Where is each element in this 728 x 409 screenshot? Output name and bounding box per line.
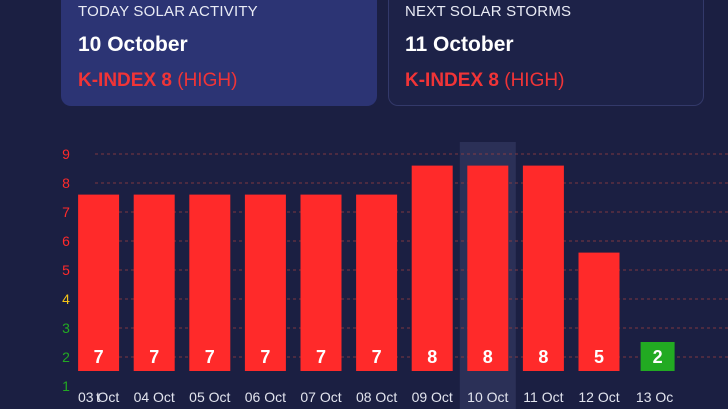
bar <box>467 165 509 371</box>
y-tick-label: 5 <box>62 262 70 278</box>
y-tick-label: 3 <box>62 320 70 336</box>
bar-value-label: 7 <box>260 347 270 367</box>
bar <box>133 194 175 371</box>
bar-value-label: 8 <box>538 347 548 367</box>
x-tick-label: 05 Oct <box>189 389 230 405</box>
bar <box>356 194 398 371</box>
bar <box>244 194 286 371</box>
bar <box>78 194 120 371</box>
x-tick-label: 06 Oct <box>245 389 286 405</box>
x-tick-label: 08 Oct <box>356 389 397 405</box>
today-solar-activity-card: TODAY SOLAR ACTIVITY 10 October K-INDEX … <box>61 0 377 106</box>
x-tick-label: 11 Oct <box>523 389 563 405</box>
bar <box>189 194 231 371</box>
bar-value-label: 8 <box>483 347 493 367</box>
bar-value-label: 5 <box>594 347 604 367</box>
x-tick-label: t <box>96 389 100 405</box>
next-kindex-value: K-INDEX 8 <box>405 70 499 91</box>
bar-value-label: 7 <box>94 347 104 367</box>
x-tick-label: 03 Oct <box>78 389 119 405</box>
bar <box>300 194 342 371</box>
next-card-label: NEXT SOLAR STORMS <box>405 3 572 20</box>
y-tick-label: 9 <box>62 146 70 162</box>
x-tick-label: 10 Oct <box>467 389 508 405</box>
bar-value-label: 2 <box>653 347 663 367</box>
bar <box>411 165 453 371</box>
today-card-date: 10 October <box>78 33 188 56</box>
y-tick-label: 4 <box>62 291 70 307</box>
today-kindex-value: K-INDEX 8 <box>78 70 172 91</box>
next-solar-storms-card: NEXT SOLAR STORMS 11 October K-INDEX 8 (… <box>388 0 704 106</box>
bar-value-label: 7 <box>205 347 215 367</box>
today-card-label: TODAY SOLAR ACTIVITY <box>78 3 258 20</box>
today-kindex-level: (HIGH) <box>177 70 238 91</box>
bar-value-label: 7 <box>149 347 159 367</box>
x-tick-label: 13 Oc <box>636 389 673 405</box>
next-card-date: 11 October <box>405 33 514 56</box>
x-tick-label: 12 Oct <box>578 389 619 405</box>
y-tick-label: 6 <box>62 233 70 249</box>
x-tick-label: 09 Oct <box>412 389 453 405</box>
bar-value-label: 7 <box>372 347 382 367</box>
y-tick-label: 2 <box>62 349 70 365</box>
next-card-kindex: K-INDEX 8 (HIGH) <box>405 70 564 92</box>
bar <box>640 342 675 371</box>
next-kindex-level: (HIGH) <box>504 70 565 91</box>
y-tick-label: 7 <box>62 204 70 220</box>
today-card-kindex: K-INDEX 8 (HIGH) <box>78 70 237 92</box>
bar-value-label: 8 <box>427 347 437 367</box>
x-tick-label: 04 Oct <box>134 389 175 405</box>
bar-value-label: 7 <box>316 347 326 367</box>
bar <box>522 165 564 371</box>
y-tick-label: 1 <box>62 378 70 394</box>
y-tick-label: 8 <box>62 175 70 191</box>
x-tick-label: 07 Oct <box>300 389 341 405</box>
bar <box>578 252 620 371</box>
